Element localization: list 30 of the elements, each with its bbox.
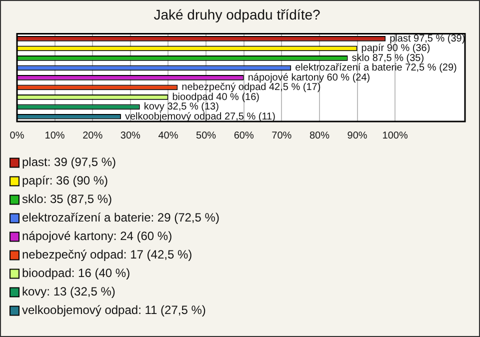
legend-label: kovy: 13 (32,5 %) bbox=[22, 284, 116, 299]
x-tick-label: 60% bbox=[234, 130, 254, 142]
x-tick-label: 20% bbox=[82, 130, 103, 142]
legend-label: bioodpad: 16 (40 %) bbox=[22, 266, 130, 280]
x-tick-label: 80% bbox=[309, 130, 330, 142]
legend-label: velkoobjemový odpad: 11 (27,5 %) bbox=[22, 303, 206, 318]
data-label: nápojové kartony 60 % (24) bbox=[248, 72, 370, 84]
data-label: kovy 32,5 % (13) bbox=[144, 102, 219, 113]
chart-title: Jaké druhy odpadu třídíte? bbox=[154, 6, 320, 22]
legend-label: nebezpečný odpad: 17 (42,5 %) bbox=[22, 248, 192, 262]
data-label: bioodpad 40 % (16) bbox=[172, 92, 260, 103]
x-tick-label: 30% bbox=[120, 130, 141, 142]
data-label: sklo 87,5 % (35) bbox=[352, 52, 424, 64]
x-tick-label: 50% bbox=[196, 130, 216, 142]
legend-label: elektrozařízení a baterie: 29 (72,5 %) bbox=[22, 210, 220, 225]
legend-label: sklo: 35 (87,5 %) bbox=[22, 192, 112, 206]
legend-label: plast: 39 (97,5 %) bbox=[22, 155, 116, 170]
x-tick-label: 100% bbox=[382, 130, 408, 142]
data-label: nebezpečný odpad 42,5 % (17) bbox=[182, 82, 321, 94]
legend-label: papír: 36 (90 %) bbox=[22, 174, 108, 188]
x-tick-label: 40% bbox=[158, 130, 178, 142]
x-tick-label: 10% bbox=[44, 130, 65, 142]
data-label: papír 90 % (36) bbox=[361, 43, 430, 54]
data-label: plast 97,5 % (39) bbox=[390, 33, 466, 44]
legend-label: nápojové kartony: 24 (60 %) bbox=[22, 229, 172, 244]
data-label: elektrozařízení a baterie 72,5 % (29) bbox=[295, 62, 457, 74]
x-tick-label: 70% bbox=[272, 130, 292, 142]
x-tick-label: 0% bbox=[10, 130, 24, 142]
data-label: velkoobjemový odpad 27,5 % (11) bbox=[124, 111, 276, 122]
x-tick-label: 90% bbox=[347, 130, 368, 142]
